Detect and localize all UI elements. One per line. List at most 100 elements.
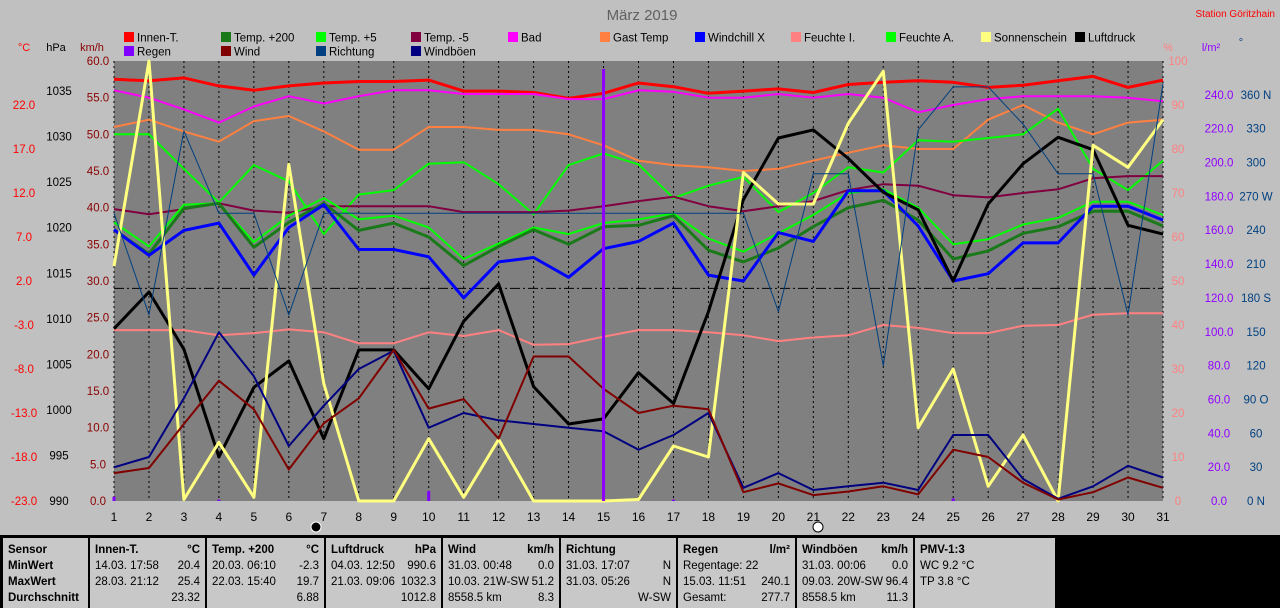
day-tick: 8 bbox=[355, 510, 362, 524]
percent-tick: 0 bbox=[1175, 496, 1181, 508]
day-tick: 3 bbox=[181, 510, 188, 524]
direction-tick: 180 S bbox=[1241, 293, 1271, 305]
rain-tick: 200.0 bbox=[1205, 158, 1234, 170]
hpa-tick: 1020 bbox=[46, 223, 72, 235]
stat-row-label: 10.03. 21W-SW bbox=[448, 576, 529, 588]
direction-tick: 300 bbox=[1246, 158, 1265, 170]
new-moon-icon bbox=[310, 521, 322, 533]
day-tick: 4 bbox=[216, 510, 223, 524]
station-name: Station Göritzhain bbox=[1196, 9, 1276, 20]
rain-unit-label: l/m² bbox=[1202, 42, 1221, 54]
legend-swatch bbox=[411, 32, 421, 42]
series-line-sonnenschein bbox=[112, 59, 1165, 503]
legend-swatch bbox=[316, 32, 326, 42]
stat-row-label: Durchschnitt bbox=[8, 592, 79, 604]
series-line-gast-temp bbox=[113, 104, 1164, 172]
stat-unit: hPa bbox=[414, 544, 436, 556]
stat-column: Regen l/m² Regentage: 22 15.03. 11:51 240.1 G… bbox=[678, 538, 795, 608]
stats-panel: Sensor MinWert MaxWert Durchschnitt Innen-T.… bbox=[0, 535, 1280, 608]
series-line-wind bbox=[113, 348, 1164, 501]
legend-label: Feuchte I. bbox=[804, 33, 855, 45]
celsius-tick: -13.0 bbox=[11, 408, 37, 420]
kmh-unit-label: km/h bbox=[80, 42, 104, 54]
stat-row-value: 11.3 bbox=[886, 592, 908, 604]
day-tick: 1 bbox=[111, 510, 118, 524]
series-line-richtung bbox=[113, 83, 1164, 367]
day-tick: 6 bbox=[285, 510, 292, 524]
stat-title: Regen bbox=[683, 544, 719, 556]
celsius-tick: 17.0 bbox=[13, 144, 35, 156]
kmh-tick: 35.0 bbox=[87, 239, 109, 251]
hpa-tick: 1030 bbox=[46, 132, 72, 144]
legend-swatch bbox=[695, 32, 705, 42]
stat-unit: km/h bbox=[527, 544, 554, 556]
stat-row-label: 15.03. 11:51 bbox=[683, 576, 747, 588]
stat-title: Richtung bbox=[566, 544, 616, 556]
stat-column: Sensor MinWert MaxWert Durchschnitt bbox=[3, 538, 88, 608]
stat-unit: l/m² bbox=[769, 544, 790, 556]
stat-column: Luftdruck hPa 04.03. 12:50 990.6 21.03. 09:0… bbox=[326, 538, 441, 608]
stat-row-label: 04.03. 12:50 bbox=[331, 560, 395, 572]
percent-tick: 100 bbox=[1168, 56, 1187, 68]
stat-row-value: 25.4 bbox=[177, 576, 200, 588]
stat-row-label: 21.03. 09:06 bbox=[331, 576, 395, 588]
stat-unit: °C bbox=[306, 544, 319, 556]
chart-title: März 2019 bbox=[607, 7, 678, 24]
legend-label: Temp. -5 bbox=[424, 33, 469, 45]
stat-title: Wind bbox=[448, 544, 476, 556]
percent-tick: 80 bbox=[1172, 144, 1185, 156]
rain-tick: 0.0 bbox=[1211, 496, 1227, 508]
legend-label: Wind bbox=[234, 47, 260, 59]
day-tick: 24 bbox=[912, 510, 926, 524]
direction-tick: 90 O bbox=[1244, 394, 1269, 406]
rain-tick: 160.0 bbox=[1205, 225, 1234, 237]
celsius-tick: -8.0 bbox=[14, 364, 34, 376]
rain-tick: 180.0 bbox=[1205, 191, 1234, 203]
day-tick: 18 bbox=[702, 510, 716, 524]
direction-tick: 120 bbox=[1246, 361, 1265, 373]
celsius-tick: 12.0 bbox=[13, 188, 35, 200]
series-line-temp-5 bbox=[113, 188, 1164, 260]
stat-row-value: 990.6 bbox=[407, 560, 436, 572]
stat-row-label: 8558.5 km bbox=[448, 592, 502, 604]
stat-row-value: 240.1 bbox=[761, 576, 790, 588]
percent-tick: 30 bbox=[1172, 364, 1185, 376]
stat-row-label: 31.03. 00:48 bbox=[448, 560, 512, 572]
rain-bar bbox=[427, 490, 431, 501]
percent-tick: 20 bbox=[1172, 408, 1185, 420]
stat-row-value: W-SW bbox=[637, 592, 671, 604]
legend-swatch bbox=[124, 46, 134, 56]
stat-row-value: 23.32 bbox=[171, 592, 200, 604]
hpa-tick: 1035 bbox=[46, 86, 72, 98]
chart-area: März 2019 Station Göritzhain Innen-T. Temp.… bbox=[0, 0, 1280, 535]
stat-row-label: Gesamt: bbox=[683, 592, 727, 604]
stat-column: Wind km/h 31.03. 00:48 0.0 10.03. 21W-SW 51.2… bbox=[443, 538, 559, 608]
rain-tick: 100.0 bbox=[1205, 327, 1234, 339]
kmh-tick: 5.0 bbox=[90, 459, 106, 471]
stat-row-label bbox=[331, 590, 334, 606]
stat-row-label: 8558.5 km bbox=[802, 592, 856, 604]
kmh-tick: 30.0 bbox=[87, 276, 109, 288]
kmh-tick: 20.0 bbox=[87, 349, 109, 361]
day-tick: 26 bbox=[981, 510, 995, 524]
day-tick: 15 bbox=[597, 510, 611, 524]
stat-row-value: 1012.8 bbox=[400, 592, 436, 604]
stat-column: Windböen km/h 31.03. 00:06 0.0 09.03. 20W-SW… bbox=[797, 538, 913, 608]
stat-title: Sensor bbox=[8, 544, 47, 556]
stat-row-label bbox=[212, 590, 215, 606]
direction-tick: 0 N bbox=[1247, 496, 1265, 508]
day-tick: 12 bbox=[492, 510, 506, 524]
kmh-tick: 25.0 bbox=[87, 313, 109, 325]
hpa-tick: 1025 bbox=[46, 177, 72, 189]
rain-bar bbox=[217, 499, 221, 501]
kmh-tick: 55.0 bbox=[87, 93, 109, 105]
stat-row-label: MaxWert bbox=[8, 576, 56, 588]
legend-swatch bbox=[600, 32, 610, 42]
percent-tick: 90 bbox=[1172, 100, 1185, 112]
direction-tick: 240 bbox=[1246, 225, 1265, 237]
legend-label: Temp. +200 bbox=[234, 33, 294, 45]
legend-label: Sonnenschein bbox=[994, 33, 1067, 45]
celsius-tick: 2.0 bbox=[16, 276, 32, 288]
stat-row-value: 6.88 bbox=[296, 592, 319, 604]
celsius-tick: -3.0 bbox=[14, 320, 34, 332]
